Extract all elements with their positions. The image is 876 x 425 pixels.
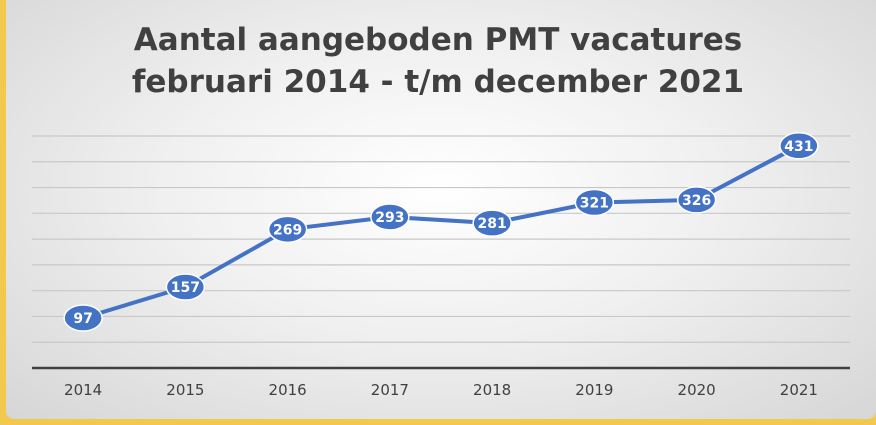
x-tick-label: 2019 — [575, 381, 613, 399]
data-label: 431 — [784, 139, 813, 155]
data-label: 157 — [171, 280, 200, 296]
x-tick-label: 2017 — [371, 381, 409, 399]
marker — [63, 304, 103, 332]
x-tick-label: 2018 — [473, 381, 511, 399]
data-label: 293 — [375, 210, 404, 226]
x-tick-label: 2016 — [269, 381, 307, 399]
chart-title: februari 2014 - t/m december 2021 — [132, 64, 744, 100]
chart-title: Aantal aangeboden PMT vacatures — [134, 22, 742, 58]
data-label: 321 — [580, 196, 609, 212]
panel — [6, 0, 876, 419]
marker — [574, 188, 615, 217]
marker — [165, 273, 206, 301]
marker — [472, 209, 512, 237]
data-label: 269 — [273, 222, 302, 238]
data-label: 281 — [478, 216, 507, 232]
data-label: 97 — [73, 311, 92, 327]
x-tick-label: 2021 — [780, 381, 818, 399]
marker — [267, 215, 308, 244]
marker — [676, 186, 717, 214]
x-tick-label: 2014 — [64, 381, 102, 399]
marker — [779, 132, 819, 160]
marker — [370, 203, 410, 231]
x-tick-label: 2020 — [678, 381, 716, 399]
x-tick-label: 2015 — [166, 381, 204, 399]
data-label: 326 — [682, 193, 711, 209]
